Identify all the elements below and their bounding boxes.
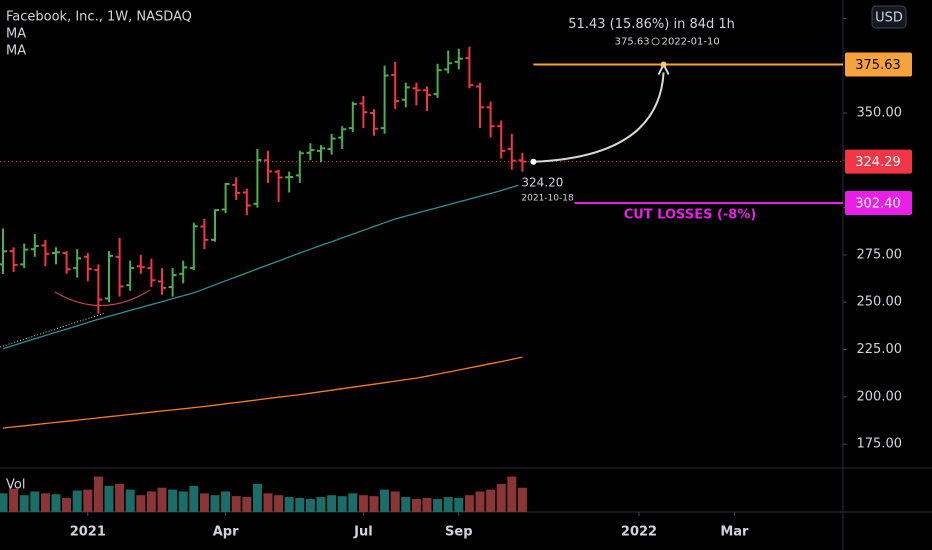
x-tick-label: 2021 xyxy=(70,525,106,540)
volume-bar xyxy=(327,495,337,512)
change-text: 51.43 (15.86%) in 84d 1h xyxy=(568,17,735,32)
target-price-text: 375.63 xyxy=(615,36,650,47)
volume-label: Vol xyxy=(6,478,25,493)
target-price-box xyxy=(845,52,912,77)
target-date-text: 2022-01-10 xyxy=(662,36,720,47)
moving-average-line xyxy=(2,183,523,350)
y-tick-label: 200.00 xyxy=(857,389,903,404)
x-tick-label: 2022 xyxy=(621,525,657,540)
plot-layer xyxy=(0,46,843,512)
volume-bar xyxy=(146,491,156,512)
last-price-box xyxy=(845,149,912,174)
volume-bar xyxy=(454,498,464,512)
x-tick-label: Apr xyxy=(213,525,239,540)
y-tick-label: 175.00 xyxy=(857,437,903,452)
volume-bar xyxy=(40,493,50,512)
volume-bar xyxy=(390,491,400,512)
y-tick-label: 350.00 xyxy=(857,105,903,120)
stop-loss-box xyxy=(845,191,912,216)
stop-loss-text: CUT LOSSES (-8%) xyxy=(624,208,757,223)
volume-bar xyxy=(9,488,19,512)
volume-bar xyxy=(369,496,379,512)
volume-bar xyxy=(443,497,453,512)
volume-bar xyxy=(178,491,188,512)
volume-bar xyxy=(115,484,125,512)
currency-label: USD xyxy=(875,11,903,26)
volume-bar xyxy=(486,489,496,512)
moving-average-line xyxy=(2,356,523,429)
trend-line xyxy=(0,312,106,348)
target-price-label: 375.63 xyxy=(855,58,901,73)
volume-bar xyxy=(19,495,29,512)
volume-bar xyxy=(221,491,231,512)
volume-bar xyxy=(263,493,273,512)
x-tick-label: Sep xyxy=(445,525,473,540)
volume-bar xyxy=(507,476,517,512)
volume-bar xyxy=(422,498,432,512)
rounding-bottom-arc xyxy=(54,289,151,307)
origin-point xyxy=(530,158,537,165)
chart-title: Facebook, Inc., 1W, NASDAQ xyxy=(6,10,192,25)
volume-bar xyxy=(157,487,167,512)
volume-bar xyxy=(62,498,72,512)
volume-bar xyxy=(168,489,178,512)
volume-bar xyxy=(358,495,368,512)
stop-loss-label: 302.40 xyxy=(855,197,901,212)
clock-icon xyxy=(651,37,660,46)
volume-bar xyxy=(125,489,135,512)
volume-bar xyxy=(305,498,315,512)
volume-bar xyxy=(136,495,146,512)
volume-bar xyxy=(411,498,421,512)
volume-bar xyxy=(433,498,443,512)
volume-bar xyxy=(380,489,390,512)
y-tick-label: 250.00 xyxy=(857,295,903,310)
volume-bar xyxy=(242,497,252,512)
x-tick-label: Jul xyxy=(353,525,373,540)
origin-box xyxy=(518,173,575,206)
volume-bar xyxy=(496,484,506,512)
volume-bar xyxy=(475,491,485,512)
indicator-name: MA xyxy=(6,44,26,59)
volume-bar xyxy=(51,494,61,512)
volume-bar xyxy=(517,487,527,512)
origin-date: 2021-10-18 xyxy=(521,193,574,203)
volume-bar xyxy=(83,489,93,512)
volume-bar xyxy=(231,496,241,512)
volume-bar xyxy=(30,491,40,512)
indicator-name: MA xyxy=(6,27,26,42)
volume-bar xyxy=(104,485,114,512)
volume-bar xyxy=(252,484,262,512)
volume-bar xyxy=(189,485,199,512)
origin-price: 324.20 xyxy=(521,175,563,189)
y-tick-label: 225.00 xyxy=(857,342,903,357)
volume-bar xyxy=(284,497,294,512)
target-point xyxy=(660,61,667,68)
x-tick-label: Mar xyxy=(720,525,749,540)
last-price-label: 324.29 xyxy=(855,155,901,170)
y-tick-label: 275.00 xyxy=(857,247,903,262)
volume-bar xyxy=(93,476,103,512)
volume-bar xyxy=(0,493,8,512)
volume-bar xyxy=(72,490,82,512)
currency-box xyxy=(871,5,907,29)
volume-bar xyxy=(464,495,474,512)
volume-bar xyxy=(295,498,305,512)
volume-bar xyxy=(210,495,220,512)
volume-bar xyxy=(337,496,347,512)
volume-bar xyxy=(274,495,284,512)
volume-bar xyxy=(348,493,358,512)
volume-bar xyxy=(401,497,411,512)
volume-bar xyxy=(316,497,326,512)
volume-bar xyxy=(199,493,209,512)
projection-curve xyxy=(533,72,665,163)
